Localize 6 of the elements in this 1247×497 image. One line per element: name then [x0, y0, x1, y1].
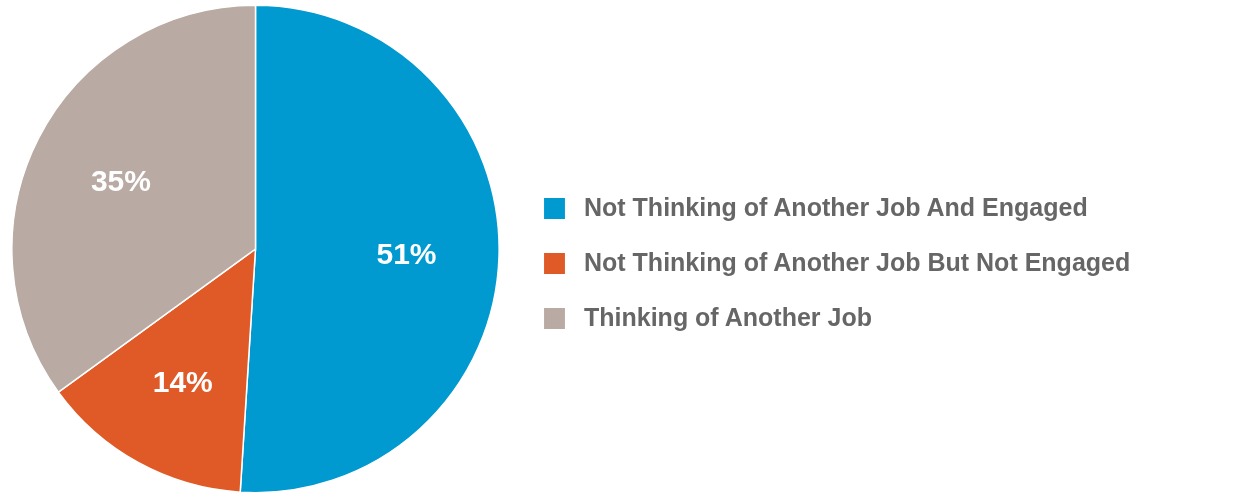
data-label: 35%	[90, 163, 151, 197]
legend-label: Not Thinking of Another Job And Engaged	[584, 193, 1088, 222]
legend-label: Not Thinking of Another Job But Not Engaged	[584, 248, 1131, 277]
data-label: 14%	[152, 364, 213, 398]
data-label: 51%	[376, 237, 437, 271]
legend-label: Thinking of Another Job	[584, 303, 872, 332]
